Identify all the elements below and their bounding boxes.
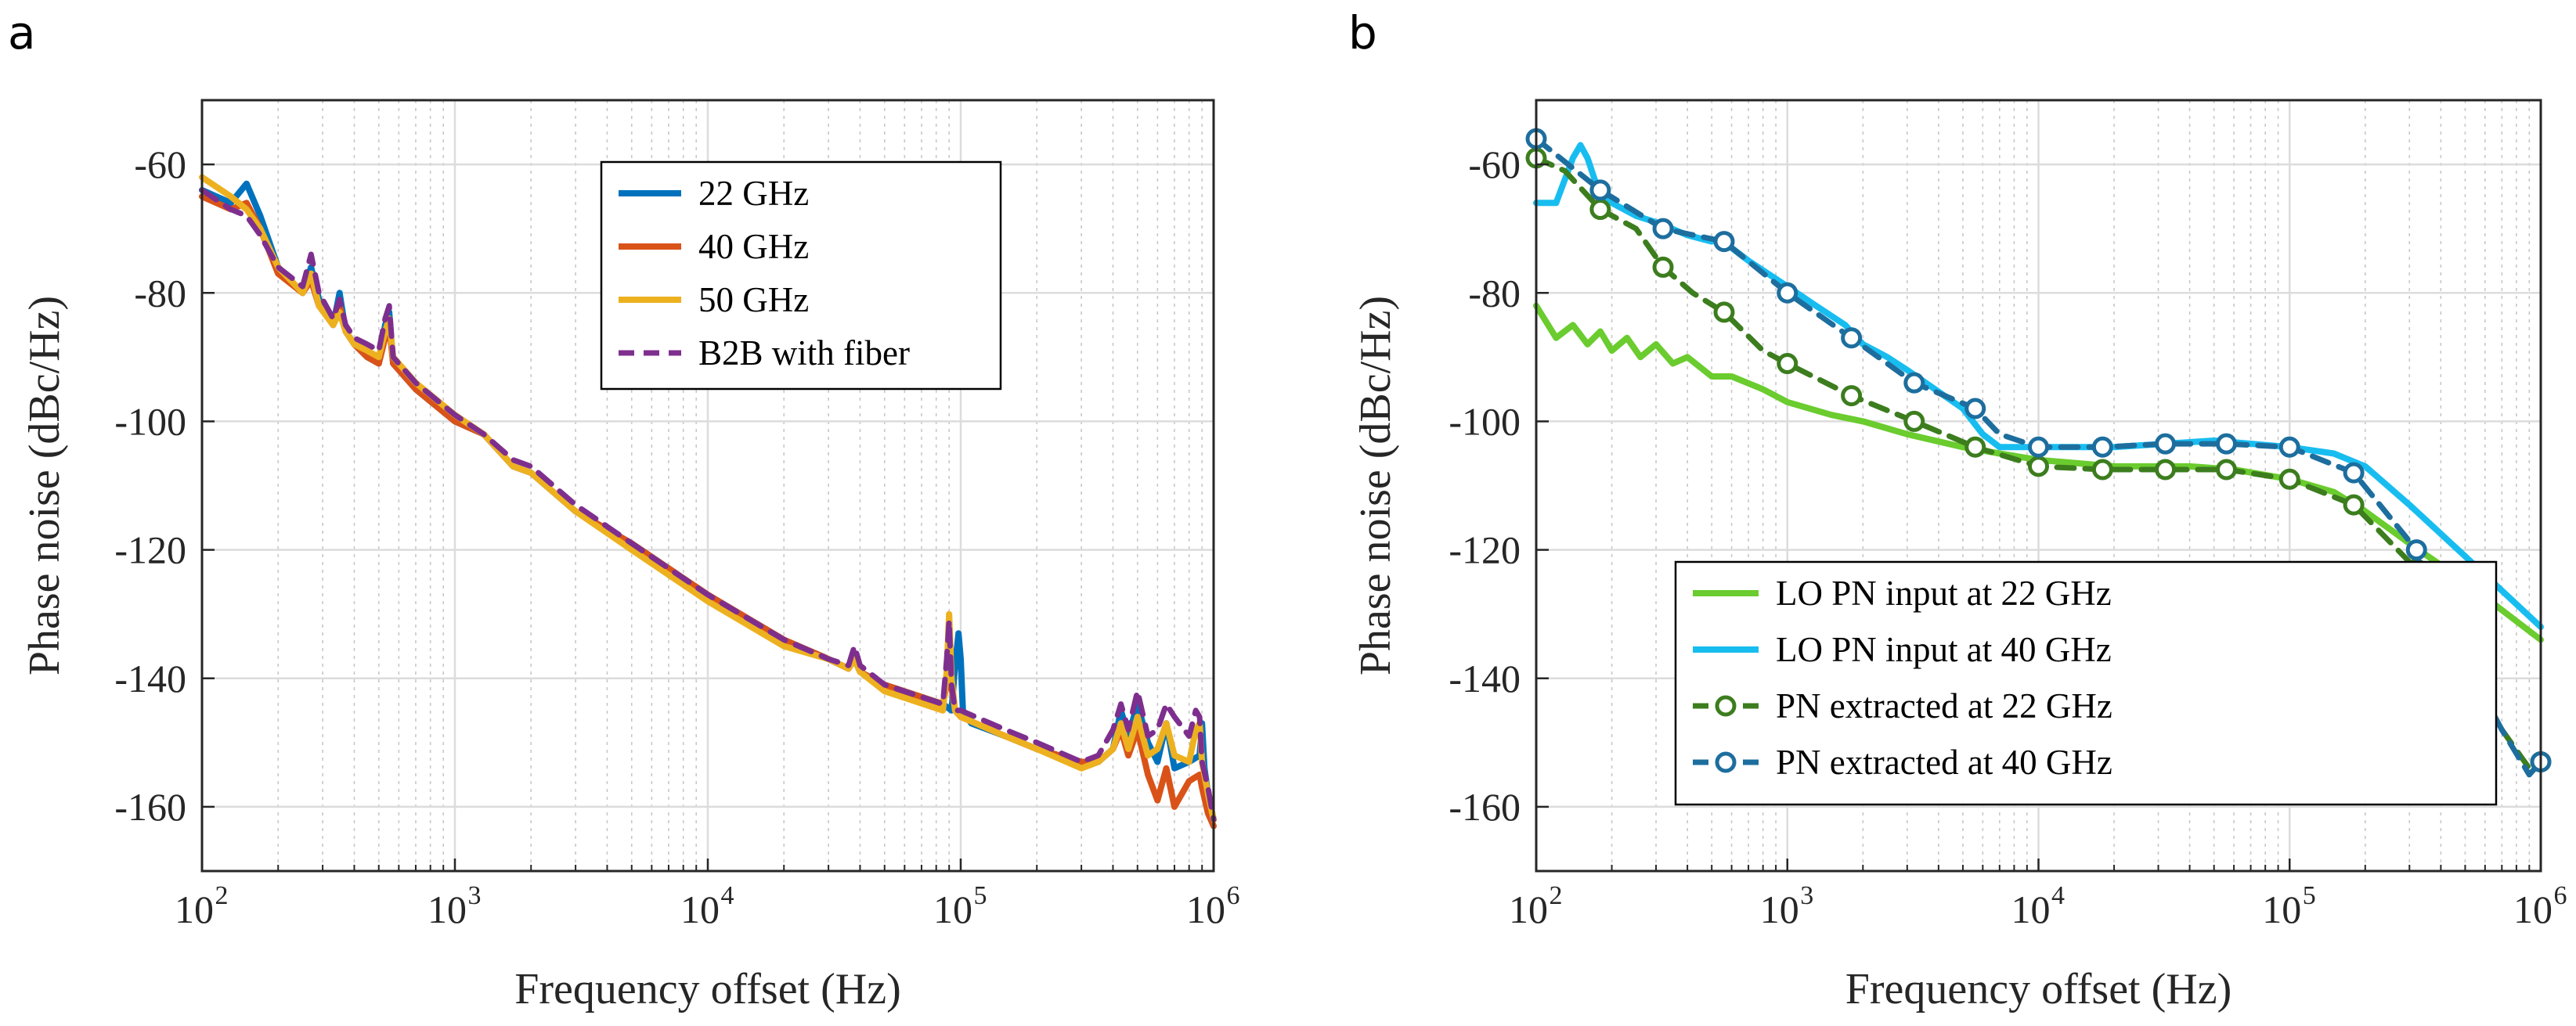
- x-tick-exponent: 6: [1227, 881, 1240, 910]
- legend-label-1: LO PN input at 40 GHz: [1776, 630, 2112, 669]
- series-marker: [2155, 433, 2177, 455]
- y-tick-label: -160: [114, 785, 186, 829]
- x-tick-label: 10 5: [933, 881, 987, 931]
- series-marker: [1589, 199, 1611, 221]
- x-tick-base: 10: [933, 887, 972, 931]
- series-marker: [2155, 459, 2177, 481]
- x-tick-base: 10: [2513, 887, 2553, 931]
- x-tick-base: 10: [680, 887, 720, 931]
- x-tick-label: 10 2: [1509, 881, 1563, 931]
- legend-marker-2: [1715, 695, 1737, 717]
- y-tick-label: -120: [114, 528, 186, 572]
- series-marker: [2028, 436, 2049, 458]
- y-tick-label: -160: [1449, 785, 1521, 829]
- series-marker: [2343, 462, 2365, 484]
- series-marker: [1777, 282, 1799, 304]
- series-marker: [1964, 398, 1986, 419]
- legend: LO PN input at 22 GHz LO PN input at 40 G…: [1674, 560, 2498, 806]
- y-axis-label: Phase noise (dBc/Hz): [1351, 296, 1400, 675]
- x-tick-exponent: 3: [468, 881, 482, 910]
- ticks: 10 2 10 3 10 4 10 5 10 6-60-80-100-120-140-160: [1449, 142, 2567, 931]
- legend-box: [600, 160, 1002, 391]
- x-tick-base: 10: [428, 887, 467, 931]
- series-marker: [1841, 327, 1863, 349]
- series-marker: [1713, 231, 1735, 253]
- x-tick-base: 10: [175, 887, 214, 931]
- legend-label-3: B2B with fiber: [698, 333, 910, 373]
- chart-panel-b: 10 2 10 3 10 4 10 5 10 6-60-80-100-120-140-160Fre…: [1351, 99, 2567, 1013]
- series-line-3: [1533, 135, 2544, 778]
- x-tick-label: 10 6: [2513, 881, 2567, 931]
- series-line-3: [199, 187, 1217, 823]
- x-tick-base: 10: [1760, 887, 1799, 931]
- panel-letter-a: a: [8, 6, 36, 59]
- series-marker: [2215, 459, 2237, 481]
- x-tick-label: 10 4: [680, 881, 734, 931]
- y-tick-label: -60: [1468, 142, 1521, 186]
- x-tick-base: 10: [1186, 887, 1225, 931]
- plot-area: [199, 174, 1217, 830]
- x-tick-label: 10 6: [1186, 881, 1240, 931]
- legend-label-1: 40 GHz: [698, 227, 809, 266]
- x-tick-exponent: 4: [721, 881, 734, 910]
- y-axis-label: Phase noise (dBc/Hz): [20, 296, 69, 675]
- series-marker: [2343, 494, 2365, 516]
- series-marker: [1652, 256, 1674, 278]
- series-marker: [2405, 539, 2427, 561]
- y-tick-label: -60: [134, 142, 186, 186]
- y-tick-label: -140: [114, 657, 186, 700]
- x-tick-base: 10: [1509, 887, 1548, 931]
- legend-label-2: 50 GHz: [698, 280, 809, 319]
- chart-panel-a: 10 2 10 3 10 4 10 5 10 6-60-80-100-120-140-160Fre…: [20, 99, 1240, 1013]
- x-tick-exponent: 6: [2554, 881, 2567, 910]
- series-marker: [1652, 218, 1674, 239]
- series-marker: [1903, 372, 1925, 394]
- legend-label-3: PN extracted at 40 GHz: [1776, 743, 2112, 782]
- series-line-2: [199, 174, 1217, 823]
- series-marker: [1713, 301, 1735, 323]
- x-tick-label: 10 5: [2262, 881, 2316, 931]
- x-tick-exponent: 2: [215, 881, 229, 910]
- series-marker: [2215, 433, 2237, 455]
- legend-label-0: 22 GHz: [698, 174, 809, 213]
- series-marker: [2028, 455, 2049, 477]
- series-marker: [1964, 436, 1986, 458]
- y-tick-label: -80: [1468, 271, 1521, 315]
- series-marker: [2278, 436, 2300, 458]
- legend: 22 GHz 40 GHz 50 GHz B2B with fiber: [600, 160, 1002, 391]
- series-marker: [1903, 410, 1925, 432]
- y-tick-label: -100: [114, 399, 186, 443]
- series-marker: [2278, 468, 2300, 490]
- legend-box: [1674, 560, 2498, 806]
- x-tick-exponent: 3: [1800, 881, 1813, 910]
- y-tick-label: -140: [1449, 657, 1521, 700]
- x-tick-label: 10 4: [2011, 881, 2065, 931]
- x-tick-exponent: 5: [2303, 881, 2316, 910]
- x-tick-base: 10: [2262, 887, 2301, 931]
- x-tick-exponent: 5: [974, 881, 987, 910]
- x-tick-base: 10: [2011, 887, 2051, 931]
- panel-letter-b: b: [1348, 6, 1377, 59]
- x-tick-label: 10 3: [1760, 881, 1814, 931]
- ticks: 10 2 10 3 10 4 10 5 10 6-60-80-100-120-140-160: [114, 142, 1239, 931]
- x-tick-exponent: 4: [2051, 881, 2065, 910]
- x-axis-label: Frequency offset (Hz): [514, 965, 900, 1013]
- y-tick-label: -100: [1449, 399, 1521, 443]
- legend-marker-3: [1715, 751, 1737, 773]
- legend-label-2: PN extracted at 22 GHz: [1776, 686, 2112, 725]
- series-marker: [1589, 179, 1611, 201]
- x-axis-label: Frequency offset (Hz): [1845, 965, 2231, 1013]
- series-marker: [1777, 353, 1799, 375]
- x-tick-label: 10 2: [175, 881, 229, 931]
- series-marker: [2091, 459, 2113, 481]
- series-marker: [1841, 385, 1863, 407]
- x-tick-exponent: 2: [1550, 881, 1563, 910]
- y-tick-label: -120: [1449, 528, 1521, 572]
- x-tick-label: 10 3: [428, 881, 482, 931]
- series-marker: [2091, 436, 2113, 458]
- y-tick-label: -80: [134, 271, 186, 315]
- legend-label-0: LO PN input at 22 GHz: [1776, 574, 2112, 613]
